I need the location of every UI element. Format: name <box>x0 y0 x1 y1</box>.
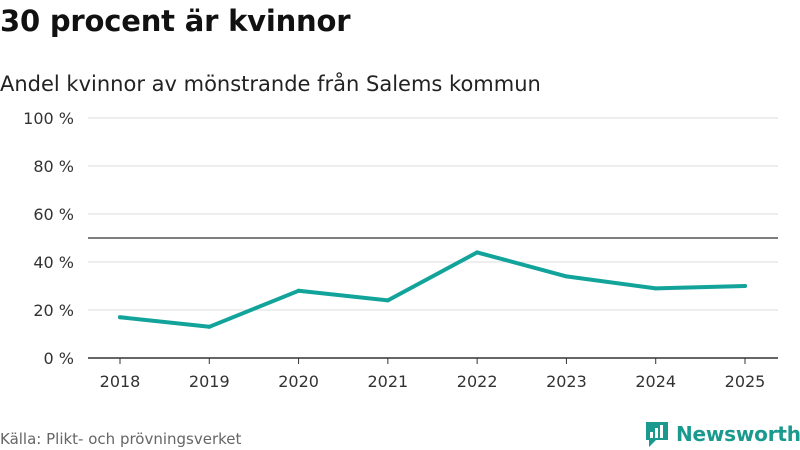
y-tick-label: 80 % <box>33 157 74 176</box>
y-tick-label: 0 % <box>44 349 74 368</box>
series-line <box>118 250 747 329</box>
x-tick-label: 2023 <box>546 372 587 391</box>
chart-subtitle: Andel kvinnor av mönstrande från Salems … <box>0 72 541 96</box>
y-tick-label: 40 % <box>33 253 74 272</box>
newsworthy-logo[interactable]: Newsworthy <box>644 420 800 448</box>
data-point <box>385 298 390 303</box>
data-point <box>475 250 480 255</box>
data-point <box>207 324 212 329</box>
x-tick-label: 2021 <box>367 372 408 391</box>
x-tick-label: 2018 <box>100 372 141 391</box>
data-point <box>743 284 747 288</box>
x-tick-label: 2022 <box>457 372 498 391</box>
data-point <box>653 286 658 291</box>
data-point <box>118 315 122 320</box>
newsworthy-logo-icon <box>646 422 668 447</box>
chart-title: 30 procent är kvinnor <box>0 4 351 38</box>
x-tick-label: 2024 <box>635 372 676 391</box>
y-tick-label: 60 % <box>33 205 74 224</box>
x-tick-label: 2025 <box>725 372 766 391</box>
data-point <box>296 288 301 293</box>
x-tick-label: 2019 <box>189 372 230 391</box>
x-tick-label: 2020 <box>278 372 319 391</box>
source-note: Källa: Plikt- och prövningsverket <box>0 430 242 448</box>
newsworthy-logo-text: Newsworthy <box>676 422 800 446</box>
data-point <box>564 274 569 279</box>
y-tick-label: 20 % <box>33 301 74 320</box>
y-tick-label: 100 % <box>23 109 74 128</box>
